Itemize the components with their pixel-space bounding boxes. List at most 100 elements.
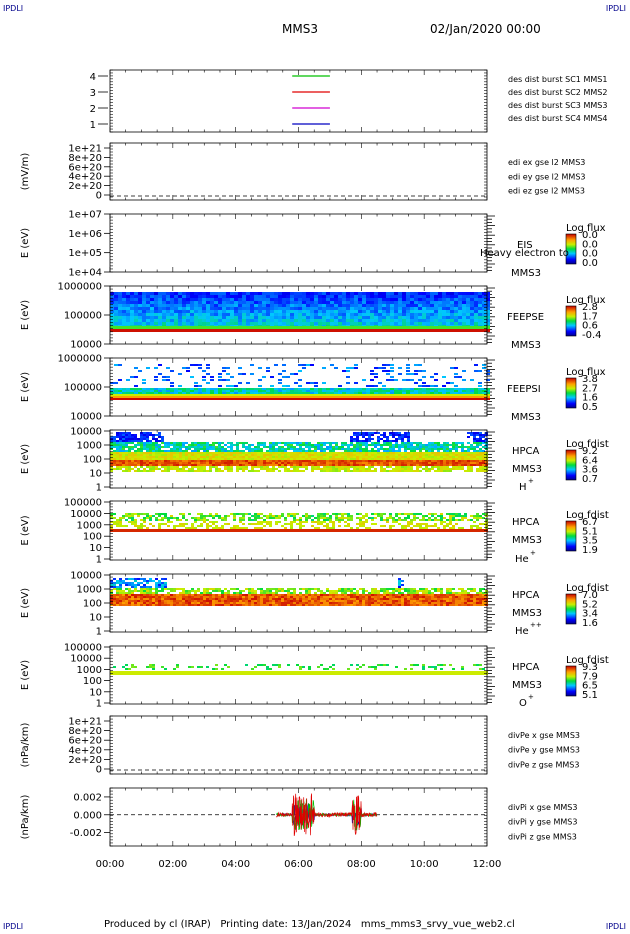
axis-ticks bbox=[109, 142, 488, 201]
colorbar-tick: 1.6 bbox=[582, 618, 598, 629]
axis-ticks bbox=[109, 69, 488, 133]
species-name: H bbox=[519, 482, 527, 493]
panel-8-frame bbox=[109, 573, 488, 633]
plot-title: MMS3 bbox=[282, 22, 318, 36]
instrument-label-4: FEEPSE MMS3 bbox=[507, 312, 544, 351]
panel-2-frame bbox=[109, 142, 488, 201]
y-tick-label: 4e+20 bbox=[68, 745, 102, 756]
colorbar-gradient bbox=[565, 593, 577, 625]
panel-3-ylabel: E (eV) bbox=[20, 228, 31, 258]
colorbar-gradient bbox=[565, 449, 577, 481]
species-charge: + bbox=[530, 549, 536, 557]
instrument-name: FEEPSI bbox=[507, 384, 541, 395]
right-axis-marks bbox=[487, 359, 495, 415]
y-tick-label: 4 bbox=[90, 72, 96, 83]
colorbar-gradient bbox=[565, 305, 577, 337]
legend-entry: des dist burst SC3 MMS3 bbox=[508, 101, 607, 110]
legend-entry: divPi x gse MMS3 bbox=[508, 803, 577, 812]
colorbar-tick: 0.0 bbox=[582, 249, 598, 260]
colorbar-tick: 0.7 bbox=[582, 474, 598, 485]
colorbar-title: Log fdist bbox=[566, 655, 609, 666]
y-tick-label: 1000000 bbox=[57, 282, 102, 293]
legend-entry: des dist burst SC2 MMS2 bbox=[508, 88, 607, 97]
panel-5-spectrogram bbox=[110, 364, 490, 400]
y-tick-label: 100000 bbox=[64, 311, 102, 322]
y-tick-label: 1 bbox=[90, 120, 96, 131]
panel-5-frame bbox=[109, 357, 488, 417]
y-tick-label: 8e+20 bbox=[68, 726, 102, 737]
y-tick-label: 100000 bbox=[64, 643, 102, 654]
panel-1-yticks: 1 2 3 4 bbox=[90, 72, 108, 131]
legend-entry: edi ez gse l2 MMS3 bbox=[508, 187, 585, 196]
panel-3-yticks: 1e+04 1e+05 1e+06 1e+07 bbox=[68, 210, 110, 279]
x-tick-label: 02:00 bbox=[158, 859, 187, 870]
y-tick-label: 4e+20 bbox=[68, 172, 102, 183]
legend-entry: divPe y gse MMS3 bbox=[508, 746, 580, 755]
y-tick-label: 10 bbox=[89, 469, 102, 480]
colorbar-tick: 3.6 bbox=[582, 465, 598, 476]
y-tick-label: 10000 bbox=[70, 509, 102, 520]
colorbar-gradient bbox=[565, 233, 577, 265]
y-tick-label: 1e+05 bbox=[68, 248, 102, 259]
colorbar-tick: 3.4 bbox=[582, 609, 598, 620]
y-tick-label: 10 bbox=[89, 543, 102, 554]
panel-2-ylabel: (mV/m) bbox=[20, 153, 31, 191]
axis-ticks bbox=[109, 429, 488, 489]
y-tick-label: 10 bbox=[89, 613, 102, 624]
y-tick-label: 2e+20 bbox=[68, 755, 102, 766]
species-charge: + bbox=[528, 477, 534, 485]
panel-6-ylabel: E (eV) bbox=[20, 444, 31, 474]
y-tick-label: 1e+04 bbox=[68, 268, 102, 279]
panel-1-legend: des dist burst SC1 MMS1 des dist burst SC… bbox=[508, 75, 607, 123]
colorbar-tick: 3.8 bbox=[582, 374, 598, 385]
legend-entry: divPi y gse MMS3 bbox=[508, 818, 577, 827]
colorbar-title: Log flux bbox=[566, 223, 606, 234]
colorbar-title: Log fdist bbox=[566, 510, 609, 521]
colorbar-tick: -0.4 bbox=[582, 330, 602, 341]
colorbar-title: Log flux bbox=[566, 295, 606, 306]
y-tick-label: 100000 bbox=[64, 498, 102, 509]
y-tick-label: 1000000 bbox=[57, 354, 102, 365]
x-tick-label: 00:00 bbox=[96, 859, 125, 870]
panel-3-frame bbox=[109, 213, 488, 273]
panel-10-legend: divPe x gse MMS3 divPe y gse MMS3 divPe z … bbox=[508, 731, 580, 769]
x-tick-label: 06:00 bbox=[284, 859, 313, 870]
panel-8-yticks: 1 10 100 1000 10000 bbox=[70, 571, 110, 638]
colorbar-tick: 1.7 bbox=[582, 311, 598, 322]
colorbar-title: Log flux bbox=[566, 367, 606, 378]
instrument-label-5: FEEPSI MMS3 bbox=[507, 384, 541, 423]
y-tick-label: 3 bbox=[90, 88, 96, 99]
y-tick-label: 1 bbox=[96, 555, 102, 566]
colorbar-tick: 0.0 bbox=[582, 230, 598, 241]
instrument-name: HPCA bbox=[512, 590, 540, 601]
colorbar-tick: 5.2 bbox=[582, 599, 598, 610]
colorbar-tick: 9.3 bbox=[582, 662, 598, 673]
colorbar-tick: 0.0 bbox=[582, 258, 598, 269]
colorbar-tick: 5.1 bbox=[582, 690, 598, 701]
panel-4-ylabel: E (eV) bbox=[20, 300, 31, 330]
panel-6-yticks: 1 10 100 1000 10000 bbox=[70, 427, 110, 494]
panel-4-yticks: 10000 100000 1000000 bbox=[57, 282, 110, 351]
y-tick-label: 1 bbox=[96, 627, 102, 638]
colorbar-tick: 7.0 bbox=[582, 590, 598, 601]
instrument-label-8: HPCA MMS3 He++ bbox=[512, 590, 542, 637]
y-tick-label: -0.002 bbox=[70, 828, 102, 839]
y-tick-label: 100 bbox=[83, 599, 102, 610]
y-tick-label: 1e+21 bbox=[68, 717, 102, 728]
panel-8-spectrogram bbox=[110, 578, 488, 606]
y-tick-label: 100000 bbox=[64, 383, 102, 394]
panel-7-frame bbox=[109, 500, 488, 561]
legend-entry: edi ey gse l2 MMS3 bbox=[508, 172, 586, 181]
y-tick-label: 1000 bbox=[77, 665, 102, 676]
colorbar-tick: 7.9 bbox=[582, 671, 598, 682]
x-tick-label: 12:00 bbox=[473, 859, 502, 870]
y-tick-label: 2e+20 bbox=[68, 181, 102, 192]
